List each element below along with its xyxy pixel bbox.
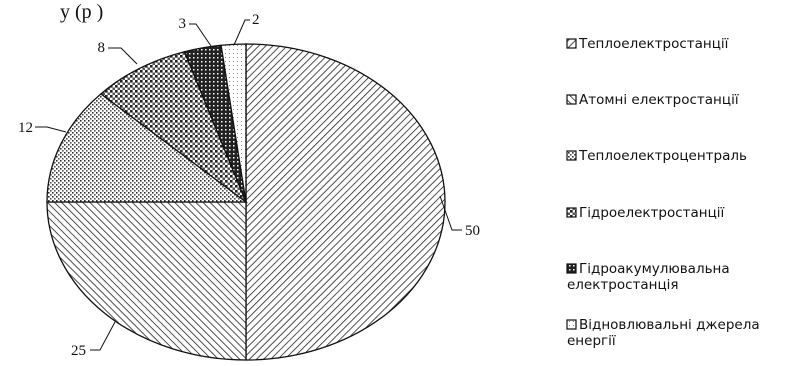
legend: Теплоелектростанції Атомні електростанції… (566, 36, 760, 349)
legend-label-5: Гідроакумулювальна електростанція (567, 261, 730, 293)
legend-label-2: Атомні електростанції (579, 92, 739, 108)
pie-leaders: 50 25 12 8 3 2 (18, 12, 480, 359)
leader-line-4 (108, 47, 138, 65)
leader-line-2 (90, 321, 116, 351)
leader-line-3 (35, 126, 67, 133)
data-label-5: 3 (179, 16, 187, 32)
legend-swatch-2 (566, 94, 577, 105)
data-label-3: 12 (18, 120, 33, 136)
legend-swatch-6 (566, 319, 577, 330)
legend-swatch-4 (566, 207, 577, 218)
legend-label-6: Відновлювальні джерела енергії (567, 317, 760, 349)
caption-fragment: у (р ) (60, 1, 103, 23)
data-label-2: 25 (71, 343, 86, 359)
legend-swatch-3 (566, 150, 577, 161)
pie-slice-2 (46, 201, 247, 361)
legend-label-3: Теплоелектроцентраль (578, 148, 747, 164)
data-label-6: 2 (252, 12, 260, 28)
pie-slice-3 (46, 93, 248, 203)
data-label-1: 50 (465, 223, 480, 239)
leader-line-1 (439, 195, 462, 231)
pie-slices (46, 43, 446, 361)
pie-slice-1 (245, 43, 446, 361)
pie-slice-6 (220, 43, 247, 203)
data-label-4: 8 (98, 40, 106, 56)
leader-line-5 (189, 23, 212, 47)
legend-label-4: Гідроелектростанції (579, 205, 725, 221)
pie-slice-4 (99, 50, 248, 204)
leader-line-6 (233, 19, 250, 46)
legend-label-1: Теплоелектростанції (578, 36, 729, 52)
legend-swatch-5 (566, 263, 577, 274)
legend-swatch-1 (566, 38, 577, 49)
